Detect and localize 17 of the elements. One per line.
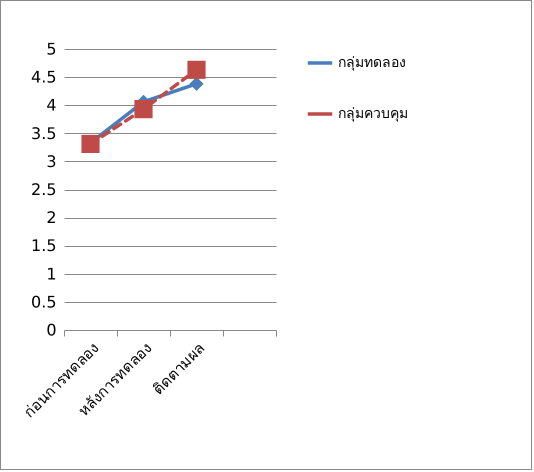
y-tick-label: 3.5 bbox=[31, 124, 56, 143]
y-tick-label: 4 bbox=[46, 96, 56, 115]
y-tick-label: 1 bbox=[46, 264, 56, 284]
point bbox=[189, 76, 204, 91]
point bbox=[187, 60, 206, 79]
y-tick-label: 1.5 bbox=[31, 236, 56, 256]
point bbox=[134, 100, 153, 118]
y-tick-label: 0 bbox=[46, 320, 56, 340]
legend-label: กลุ่มควบคุม bbox=[338, 106, 408, 122]
y-tick-label: 2 bbox=[46, 208, 56, 228]
y-tick-label: 0.5 bbox=[31, 292, 56, 312]
legend-label: กลุ่มทดลอง bbox=[338, 55, 406, 71]
y-tick-label: 2.5 bbox=[31, 180, 56, 199]
y-tick-label: 3 bbox=[46, 152, 56, 171]
point bbox=[81, 134, 100, 154]
y-tick-label: 5 bbox=[46, 40, 56, 58]
y-tick-label: 4.5 bbox=[31, 68, 56, 87]
